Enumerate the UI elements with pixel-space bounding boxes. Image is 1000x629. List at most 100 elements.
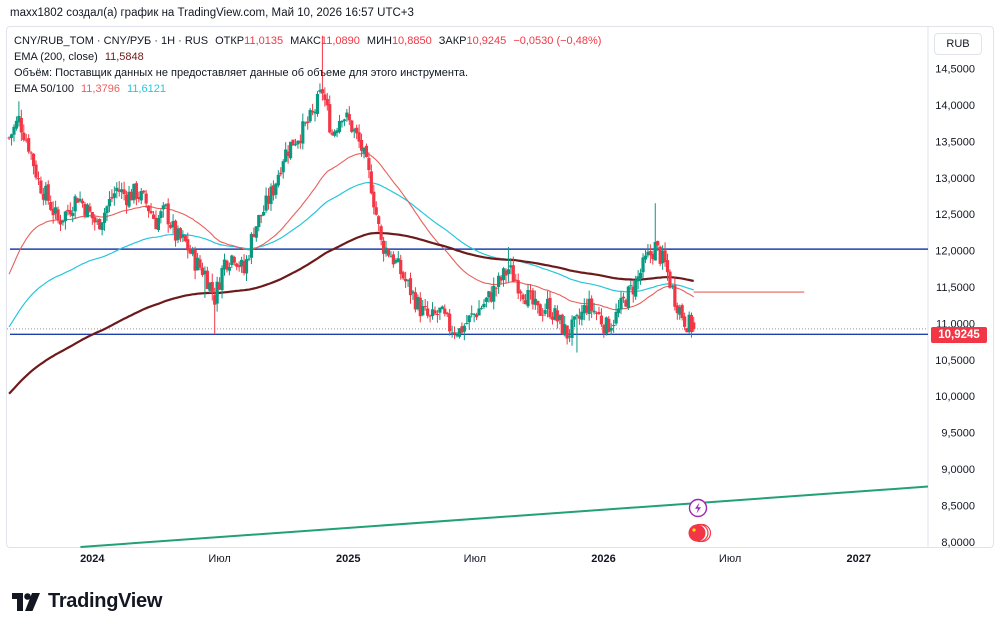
candle-body [176, 228, 180, 241]
candle-body [426, 308, 430, 316]
candle-body [203, 270, 207, 275]
candle-body [279, 172, 283, 175]
candle-body [526, 290, 530, 307]
candle-body [492, 285, 496, 302]
candle-body [78, 198, 82, 202]
candle-body [19, 117, 23, 133]
x-tick-label: 2027 [847, 553, 871, 565]
candle-body [102, 212, 107, 223]
legend-ema200-row[interactable]: EMA (200, close) 11,5848 [14, 49, 601, 65]
candle-body [139, 191, 143, 201]
candle-body [548, 297, 552, 318]
candle-body [462, 325, 466, 332]
candle-body [215, 281, 219, 304]
candle-body [230, 255, 234, 265]
candle-body [159, 211, 163, 219]
chart-pane[interactable] [6, 26, 994, 548]
china-flag-icon[interactable] [688, 523, 712, 543]
candle-body [629, 285, 633, 287]
candle-body [183, 235, 187, 242]
candle-body [558, 315, 562, 321]
currency-button[interactable]: RUB [934, 33, 982, 55]
candle-body [88, 206, 92, 212]
candle-body [553, 308, 557, 320]
y-tick-label: 14,0000 [935, 100, 975, 112]
legend-ema200-value: 11,5848 [104, 51, 144, 63]
candle-body [479, 307, 484, 309]
price-axis[interactable]: 14,5000 14,0000 13,5000 13,0000 12,5000 12,00… [935, 64, 975, 549]
chart-legend: CNY/RUB_TOM · CNY/РУБ · 1Н · RUS ОТКР11,… [14, 33, 601, 97]
x-tick-label: Июл [464, 553, 486, 565]
candle-body [541, 314, 545, 316]
y-tick-label: 13,0000 [935, 173, 975, 185]
candle-body [318, 90, 322, 92]
candle-body [438, 307, 442, 313]
candle-body [29, 152, 33, 154]
horizontal-lines[interactable] [7, 248, 928, 336]
candle-body [161, 205, 165, 210]
candle-body [298, 140, 302, 143]
candle-body [355, 127, 359, 134]
candle-body [523, 300, 528, 305]
candle-body [394, 260, 398, 263]
candle-body [244, 259, 249, 274]
legend-ema50-100-label[interactable]: EMA 50/100 [14, 83, 74, 95]
candle-body [90, 212, 94, 219]
candle-body [418, 297, 422, 317]
candle-body [474, 314, 479, 318]
tradingview-logo[interactable]: TradingView [12, 590, 162, 613]
legend-ema50-100-row[interactable]: EMA 50/100 11,3796 11,6121 [14, 81, 601, 97]
candle-body [147, 205, 151, 212]
event-markers[interactable] [688, 498, 712, 543]
candle-body [604, 317, 608, 335]
candle-body [406, 280, 410, 282]
candle-body [572, 316, 577, 320]
lightning-icon[interactable] [688, 498, 708, 518]
candle-body [49, 202, 53, 210]
legend-volume-row: Объём: Поставщик данных не предоставляет… [14, 65, 601, 81]
candle-body [506, 269, 511, 275]
trend-line-layer[interactable] [80, 485, 929, 548]
legend-symbol-row[interactable]: CNY/RUB_TOM · CNY/РУБ · 1Н · RUS ОТКР11,… [14, 33, 601, 49]
y-tick-label: 10,0000 [935, 391, 975, 403]
candle-body [34, 164, 38, 178]
legend-symbol[interactable]: CNY/RUB_TOM · CNY/РУБ · 1Н · RUS [14, 35, 209, 47]
candle-body [678, 306, 682, 315]
candle-body [357, 132, 361, 142]
candle-body [599, 315, 604, 325]
candle-body [631, 286, 635, 295]
candle-body [166, 203, 170, 225]
candle-body [17, 115, 21, 123]
candle-body [164, 204, 168, 206]
candle-body [51, 208, 55, 216]
last-price-badge: 10,9245 [931, 327, 987, 343]
candle-body [169, 225, 173, 228]
candle-body [457, 328, 462, 337]
legend-open-value: 11,0135 [244, 35, 284, 47]
legend-ema200-label[interactable]: EMA (200, close) [14, 51, 98, 63]
candle-body [274, 183, 278, 195]
candle-body [575, 315, 579, 317]
candle-body [389, 256, 393, 258]
candle-body [440, 306, 444, 310]
tradingview-logo-text: TradingView [48, 590, 163, 612]
candle-body [315, 93, 320, 114]
candle-body [110, 196, 114, 199]
candle-body [281, 161, 285, 173]
candle-body [200, 267, 205, 275]
candles [7, 35, 696, 353]
candle-body [186, 239, 190, 251]
candle-body [482, 303, 486, 308]
ema-lines [8, 152, 805, 395]
candle-body [511, 265, 515, 282]
candle-body [683, 316, 687, 327]
y-tick-label: 8,5000 [941, 500, 975, 512]
candle-body [533, 298, 537, 305]
candle-body [685, 328, 689, 333]
candle-body [555, 310, 559, 322]
candle-body [291, 139, 295, 146]
candle-body [129, 191, 134, 201]
candle-body [337, 120, 342, 133]
time-axis[interactable]: 2024 Июл 2025 Июл 2026 Июл 2027 [80, 553, 871, 565]
